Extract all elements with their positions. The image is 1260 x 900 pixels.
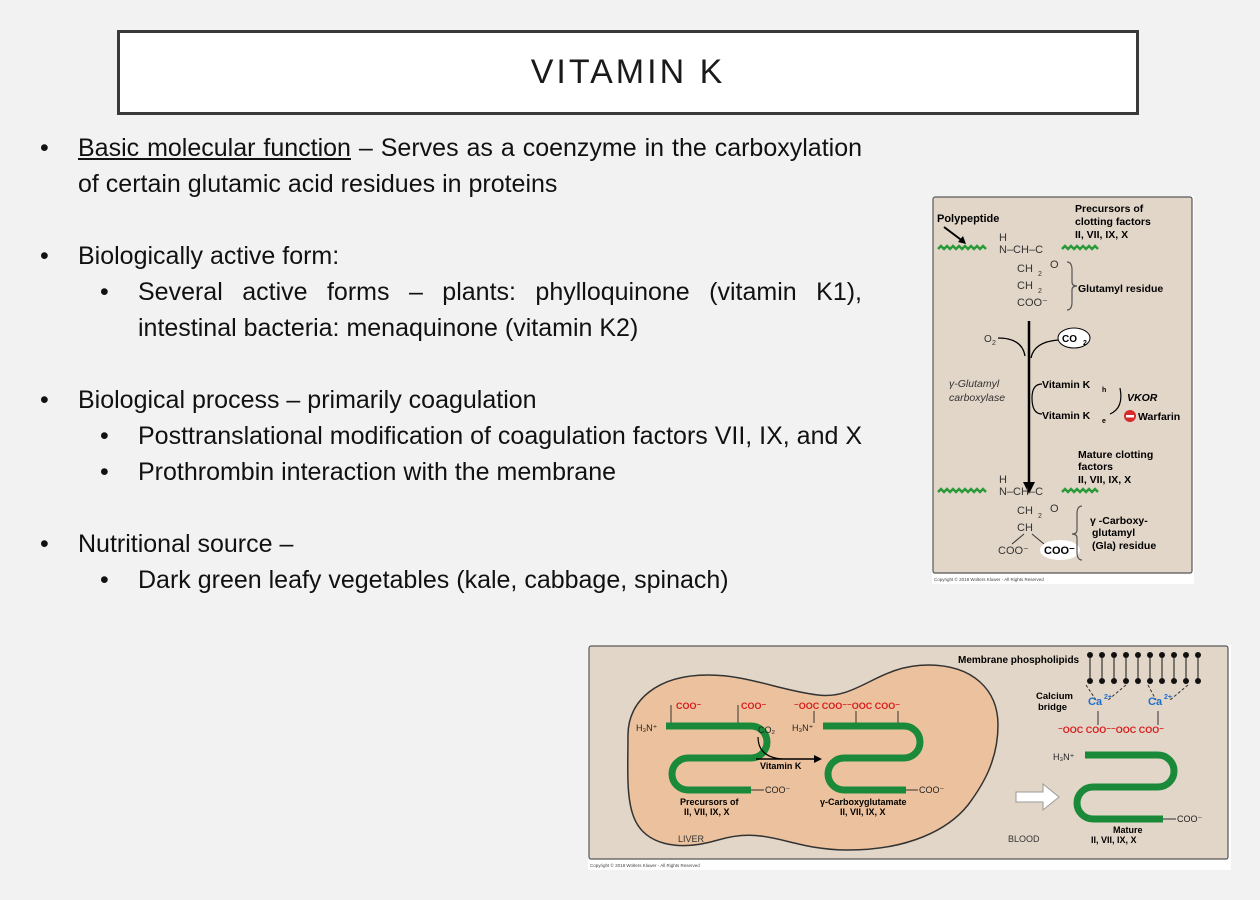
vitamin-ke: Vitamin K [1042,410,1091,422]
h-atom: H [999,232,1007,244]
sub-bullet-posttranslational: Posttranslational modification of coagul… [40,418,862,454]
calcium-label-2: bridge [1038,702,1067,713]
mature-protein [1073,751,1178,823]
carbonyl-o: O [1050,259,1059,271]
title-box: VITAMIN K [117,30,1139,115]
phospholipids [1087,652,1201,684]
bullet-nutritional-source: Nutritional source – [40,526,862,562]
carboxylase-label-2: carboxylase [949,392,1005,404]
gla-top-3: ⁻OOC COO⁻⁻OOC COO⁻ [1058,725,1164,735]
svg-text:h: h [1102,387,1106,394]
carboxylation-figure: Polypeptide Precursors of clotting facto… [932,196,1194,584]
precursors-fig2-2: II, VII, IX, X [684,807,730,817]
ca-ion-2: Ca [1148,696,1163,708]
o2-label: O [984,334,992,345]
h3n-1: H₃N⁺ [636,723,658,733]
mature-fig2-2: II, VII, IX, X [1091,835,1137,845]
co2-label: CO₂ [758,725,776,735]
mature-label-3: II, VII, IX, X [1078,474,1131,486]
coo-b: COO⁻ [1044,545,1075,557]
copyright-2: Copyright © 2018 Wolters Kluwer - All Ri… [590,862,700,868]
ch2-1: CH [1017,263,1033,275]
mature-chain-right [1061,487,1099,494]
svg-text:2: 2 [1038,513,1042,520]
ch-atom: CH [1017,522,1033,534]
slide-title: VITAMIN K [530,53,726,91]
precursors-label-2: clotting factors [1075,216,1151,228]
precursor-protein [666,722,771,794]
bullet-list: Basic molecular function – Serves as a c… [40,130,862,598]
liver-outline [626,664,999,851]
ch2-3: CH [1017,505,1033,517]
sub-bullet-active-forms: Several active forms – plants: phylloqui… [40,274,862,346]
mature-label-1: Mature clotting [1078,449,1153,461]
backbone: N–CH–C [999,244,1043,256]
vkor-label: VKOR [1127,392,1158,404]
bullet-active-form: Biologically active form: [40,238,862,274]
gla-label-1: γ -Carboxy- [1090,515,1148,527]
basic-function-text: – Serves as a coenzyme in the carboxylat… [78,134,862,198]
svg-text:2: 2 [1083,340,1087,347]
liver-blood-figure: Membrane phospholipids Calcium bridge Ca… [588,645,1231,870]
coo-end-2: COO⁻ [919,785,945,795]
carboxylase-label-1: γ-Glutamyl [949,378,1000,390]
svg-text:2: 2 [1038,271,1042,278]
polypeptide-label: Polypeptide [937,213,999,225]
svg-text:2: 2 [1038,288,1042,295]
coo-end-1: COO⁻ [765,785,791,795]
vitamin-kh: Vitamin K [1042,379,1091,391]
copyright-1: Copyright © 2018 Wolters Kluwer - All Ri… [934,576,1044,582]
gla-top-1: ⁻OOC COO⁻⁻OOC COO⁻ [794,701,900,711]
carboxylation-diagram: Polypeptide Precursors of clotting facto… [932,196,1193,582]
h-atom-2: H [999,474,1007,486]
ch2-2: CH [1017,280,1033,292]
svg-text:2+: 2+ [1164,694,1172,701]
bullet-biological-process: Biological process – primarily coagulati… [40,382,862,418]
svg-text:2+: 2+ [1104,694,1112,701]
svg-text:e: e [1102,418,1106,425]
carbonyl-o-2: O [1050,503,1059,515]
mature-fig2-1: Mature [1113,825,1143,835]
vitamin-k-label: Vitamin K [760,761,802,771]
co2-label: CO [1062,334,1077,345]
gla-label-3: (Gla) residue [1092,540,1156,552]
bullet-basic-function: Basic molecular function – Serves as a c… [40,130,862,202]
coo-1: COO⁻ [1017,297,1048,309]
brace-1 [1066,261,1078,311]
polypeptide-chain-left [937,244,987,251]
blood-label: BLOOD [1008,834,1040,844]
h3n-2: H₃N⁺ [792,723,814,733]
backbone-2: N–CH–C [999,486,1043,498]
precursors-label-3: II, VII, IX, X [1075,229,1128,241]
mature-label-2: factors [1078,461,1113,473]
mature-chain-left [937,487,987,494]
carboxylated-protein [823,722,924,794]
sub-bullet-prothrombin: Prothrombin interaction with the membran… [40,454,862,490]
warfarin-label: Warfarin [1138,411,1180,423]
polypeptide-chain-right [1061,244,1099,251]
glutamyl-residue-label: Glutamyl residue [1078,283,1163,295]
coo-label-1: COO⁻ [676,701,702,711]
coo-a: COO⁻ [998,545,1029,557]
gla-label-2: glutamyl [1092,527,1135,539]
membrane-label: Membrane phospholipids [958,655,1080,666]
svg-text:2: 2 [992,340,996,347]
transport-arrow [1015,782,1060,812]
liver-label: LIVER [678,834,705,844]
h3n-3: H₃N⁺ [1053,752,1075,762]
precursors-label-1: Precursors of [1075,203,1144,215]
liver-blood-diagram: Membrane phospholipids Calcium bridge Ca… [588,645,1229,868]
sub-bullet-vegetables: Dark green leafy vegetables (kale, cabba… [40,562,862,598]
calcium-label-1: Calcium [1036,691,1073,702]
brace-2 [1071,505,1083,561]
coo-end-3: COO⁻ [1177,814,1203,824]
carboxy-label-2: II, VII, IX, X [840,807,886,817]
carboxy-label-1: γ-Carboxyglutamate [820,797,907,807]
basic-function-label: Basic molecular function [78,134,351,162]
precursors-fig2-1: Precursors of [680,797,740,807]
co2-bubble [1057,327,1091,349]
coo-label-2: COO⁻ [741,701,767,711]
ca-ion-1: Ca [1088,696,1103,708]
